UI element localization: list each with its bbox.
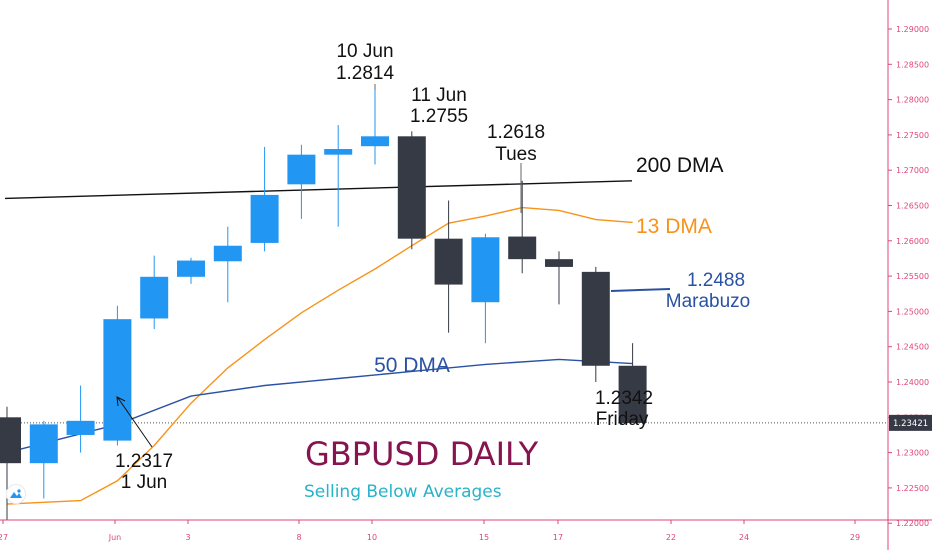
annotation-friday-price: 1.2342 (595, 388, 653, 409)
marabuzo-line (610, 288, 671, 292)
annotation-11jun-date: 11 Jun (411, 85, 467, 106)
candle-body (140, 276, 169, 319)
current-price-badge (889, 414, 932, 431)
label-200-dma: 200 DMA (636, 154, 724, 177)
x-tick-label: 24 (739, 533, 749, 542)
annotations: 10 Jun 1.2814 11 Jun 1.2755 1.2618 Tues … (115, 41, 750, 502)
candle-body (66, 420, 95, 435)
candle-body (618, 365, 647, 423)
x-tick-label: 10 (367, 533, 377, 542)
candle-body (29, 424, 58, 464)
label-13-dma: 13 DMA (636, 215, 712, 238)
candle-body (471, 237, 500, 303)
annotation-marabuzo-price: 1.2488 (687, 270, 745, 291)
y-tick-label: 1.24500 (896, 343, 929, 352)
series-line-50-dma (6, 358, 633, 454)
candle-body (397, 136, 426, 239)
y-tick-label: 1.27000 (896, 166, 929, 175)
candle-body (250, 194, 279, 243)
candle-body (0, 417, 21, 464)
annotation-11jun-price: 1.2755 (410, 106, 468, 127)
current-price-label: 1.23421 (893, 419, 928, 429)
chart-subtitle: Selling Below Averages (304, 482, 502, 502)
y-tick-label: 1.24000 (896, 378, 929, 387)
candle-body (581, 271, 610, 366)
y-tick-label: 1.28000 (896, 96, 929, 105)
label-50-dma: 50 DMA (374, 354, 450, 377)
arrow-1jun (117, 397, 153, 448)
y-tick-label: 1.25500 (896, 272, 929, 281)
series-line-13-dma (6, 206, 633, 505)
chart-title: GBPUSD DAILY (305, 435, 539, 473)
x-tick-label: Jun (108, 533, 122, 542)
y-tick-label: 1.26500 (896, 202, 929, 211)
annotation-tues-price: 1.2618 (487, 122, 545, 143)
annotation-10jun-date: 10 Jun (336, 41, 393, 62)
annotation-1jun-price: 1.2317 (115, 451, 173, 472)
y-tick-label: 1.23000 (896, 449, 929, 458)
series-line-200-dma (4, 180, 633, 200)
candles (0, 89, 647, 520)
y-tick-label: 1.27500 (896, 131, 929, 140)
x-tick-label: 29 (850, 533, 860, 542)
candle-body (324, 149, 353, 155)
x-tick-label: 22 (666, 533, 676, 542)
x-tick-label: 15 (479, 533, 489, 542)
y-tick-label: 1.28500 (896, 60, 929, 69)
moving-average-lines (4, 84, 633, 505)
annotation-10jun-price: 1.2814 (336, 63, 395, 84)
candle-body (508, 236, 537, 260)
y-tick-label: 1.25000 (896, 307, 929, 316)
y-tick-label: 1.26000 (896, 237, 929, 246)
x-tick-label: 27 (0, 533, 8, 542)
candle-body (361, 136, 389, 147)
candle-body (177, 260, 205, 277)
candle-body (287, 154, 316, 185)
arrow-1jun-head (116, 396, 126, 407)
x-tick-label: 8 (296, 533, 301, 542)
annotation-marabuzo-label: Marabuzo (666, 291, 751, 312)
y-tick-label: 1.22500 (896, 484, 929, 493)
annotation-tues-label: Tues (495, 144, 537, 165)
x-tick-label: 3 (185, 533, 190, 542)
candle-body (103, 319, 132, 441)
y-tick-label: 1.22000 (896, 519, 929, 528)
candle-body (213, 245, 242, 262)
annotation-friday-label: Friday (596, 409, 649, 430)
candle-body (434, 238, 463, 285)
x-tick-label: 17 (553, 533, 563, 542)
candle-body (545, 259, 573, 267)
y-tick-label: 1.29000 (896, 25, 929, 34)
annotation-1jun-label: 1 Jun (121, 472, 167, 493)
logo-icon (6, 484, 26, 504)
